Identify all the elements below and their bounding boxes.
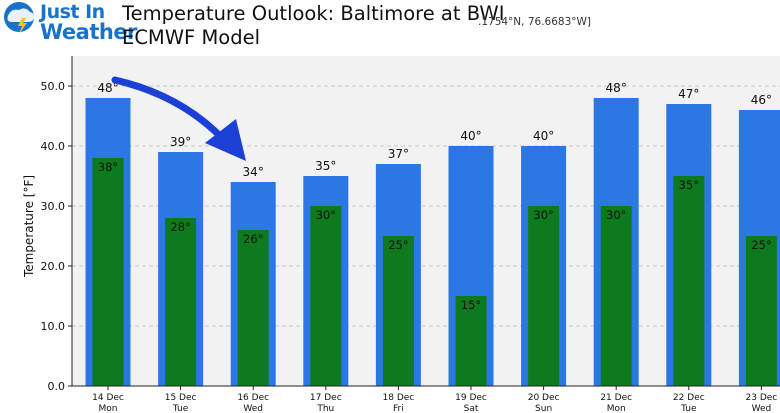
low-temp-bar	[165, 218, 197, 386]
x-tick-label-date: 18 Dec	[383, 393, 415, 403]
x-tick-label-day: Wed	[752, 404, 772, 413]
low-temp-bar	[92, 158, 124, 386]
low-temp-label: 35°	[679, 178, 699, 192]
x-tick-label-date: 23 Dec	[746, 393, 778, 403]
low-temp-bar	[745, 236, 777, 386]
high-temp-label: 35°	[315, 159, 336, 173]
low-temp-bar	[455, 296, 487, 386]
low-temp-bar	[673, 176, 705, 386]
low-temp-label: 30°	[533, 208, 553, 222]
low-temp-label: 25°	[388, 238, 408, 252]
high-temp-label: 48°	[97, 81, 118, 95]
low-temp-label: 30°	[606, 208, 626, 222]
high-temp-label: 37°	[388, 147, 409, 161]
high-temp-label: 34°	[243, 165, 264, 179]
chart-title-line2: ECMWF Model	[122, 26, 261, 49]
low-temp-bar	[237, 230, 269, 386]
x-tick-label-date: 15 Dec	[165, 393, 197, 403]
x-tick-label-day: Tue	[172, 404, 189, 413]
coordinates-label: .1754°N, 76.6683°W]	[478, 16, 591, 28]
x-tick-label-date: 16 Dec	[237, 393, 269, 403]
y-tick-label: 30.0	[41, 200, 66, 213]
x-tick-label-date: 17 Dec	[310, 393, 342, 403]
chart-title-line1: Temperature Outlook: Baltimore at BWI	[122, 2, 505, 25]
x-tick-label-day: Tue	[680, 404, 697, 413]
x-tick-label-date: 22 Dec	[673, 393, 705, 403]
low-temp-label: 28°	[170, 220, 190, 234]
chart-title: Temperature Outlook: Baltimore at BWI EC…	[122, 2, 504, 50]
x-tick-label-day: Sat	[464, 404, 479, 413]
high-temp-label: 47°	[678, 87, 699, 101]
low-temp-label: 25°	[751, 238, 771, 252]
x-tick-label-day: Sun	[535, 404, 552, 413]
annotation-arrow-shaft	[111, 76, 226, 142]
high-temp-label: 40°	[533, 129, 554, 143]
high-temp-label: 48°	[606, 81, 627, 95]
high-temp-label: 39°	[170, 135, 191, 149]
annotation-arrow-head	[205, 119, 246, 161]
weather-icon	[4, 2, 35, 34]
high-temp-label: 46°	[751, 93, 772, 107]
x-tick-label-day: Mon	[99, 404, 118, 413]
x-tick-label-date: 21 Dec	[600, 393, 632, 403]
low-temp-bar	[310, 206, 342, 386]
low-temp-bar	[382, 236, 414, 386]
high-temp-label: 40°	[460, 129, 481, 143]
x-tick-label-day: Wed	[243, 404, 263, 413]
x-tick-label-day: Fri	[393, 404, 404, 413]
y-tick-label: 20.0	[41, 260, 66, 273]
low-temp-bar	[528, 206, 560, 386]
y-tick-label: 10.0	[41, 320, 66, 333]
x-tick-label-date: 19 Dec	[455, 393, 487, 403]
x-tick-label-date: 14 Dec	[92, 393, 124, 403]
y-tick-label: 50.0	[41, 80, 66, 93]
y-tick-label: 0.0	[48, 380, 66, 393]
y-tick-label: 40.0	[41, 140, 66, 153]
low-temp-label: 38°	[98, 160, 118, 174]
low-temp-label: 26°	[243, 232, 263, 246]
logo: Just In Weather	[2, 0, 137, 50]
x-tick-label-date: 20 Dec	[528, 393, 560, 403]
x-tick-label-day: Thu	[316, 404, 334, 413]
logo-line2: Weather	[40, 20, 137, 44]
x-tick-label-day: Mon	[607, 404, 626, 413]
low-temp-label: 15°	[461, 298, 481, 312]
low-temp-bar	[600, 206, 632, 386]
low-temp-label: 30°	[316, 208, 336, 222]
logo-line1: Just In	[40, 1, 105, 23]
y-axis-label: Temperature [°F]	[22, 175, 36, 278]
